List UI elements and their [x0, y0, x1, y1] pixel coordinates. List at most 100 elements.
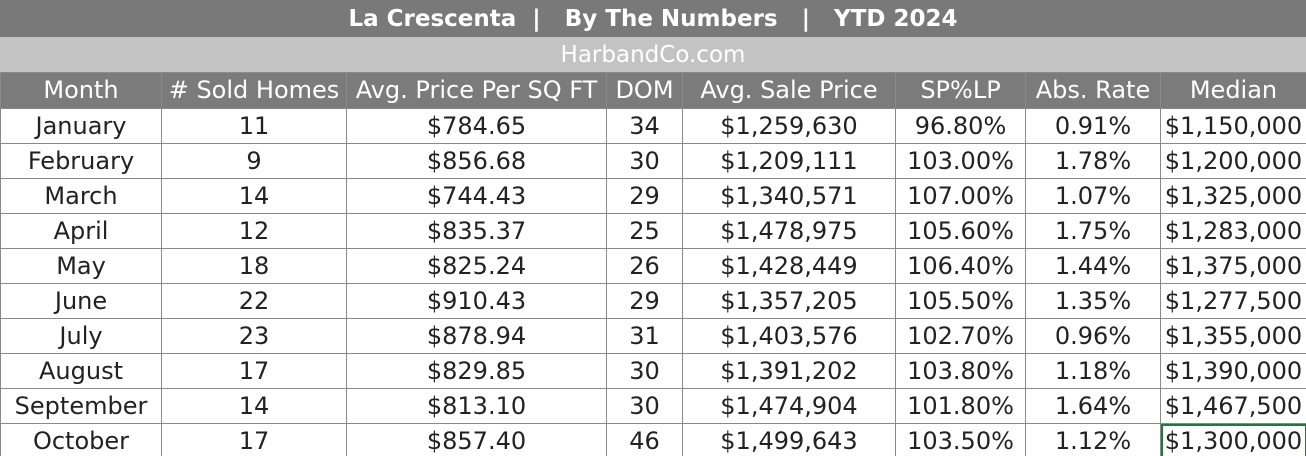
report-subtitle: HarbandCo.com	[0, 37, 1306, 72]
cell-month[interactable]: February	[0, 143, 162, 179]
cell-price-per-sqft[interactable]: $784.65	[346, 108, 607, 144]
cell-month[interactable]: July	[0, 318, 162, 354]
cell-price-per-sqft[interactable]: $910.43	[346, 283, 607, 319]
cell-dom[interactable]: 26	[606, 248, 683, 284]
table-row: August 17 $829.85 30 $1,391,202 103.80% …	[0, 353, 1306, 389]
cell-avg-sale-price[interactable]: $1,499,643	[682, 423, 896, 456]
cell-avg-sale-price[interactable]: $1,209,111	[682, 143, 896, 179]
cell-median-selected[interactable]: $1,300,000	[1160, 423, 1306, 456]
column-header-sp-lp[interactable]: SP%LP	[895, 72, 1026, 109]
cell-dom[interactable]: 30	[606, 388, 683, 424]
report-title: La Crescenta | By The Numbers | YTD 2024	[0, 0, 1306, 37]
cell-sp-lp[interactable]: 106.40%	[895, 248, 1026, 284]
table-row: February 9 $856.68 30 $1,209,111 103.00%…	[0, 143, 1306, 179]
cell-sp-lp[interactable]: 96.80%	[895, 108, 1026, 144]
cell-abs-rate[interactable]: 1.18%	[1025, 353, 1161, 389]
cell-price-per-sqft[interactable]: $813.10	[346, 388, 607, 424]
cell-price-per-sqft[interactable]: $829.85	[346, 353, 607, 389]
table-row: October 17 $857.40 46 $1,499,643 103.50%…	[0, 423, 1306, 456]
cell-sold-homes[interactable]: 11	[161, 108, 347, 144]
cell-median[interactable]: $1,150,000	[1160, 108, 1306, 144]
cell-sp-lp[interactable]: 103.50%	[895, 423, 1026, 456]
cell-sold-homes[interactable]: 17	[161, 423, 347, 456]
column-header-sold-homes[interactable]: # Sold Homes	[161, 72, 347, 109]
cell-abs-rate[interactable]: 1.78%	[1025, 143, 1161, 179]
cell-abs-rate[interactable]: 1.75%	[1025, 213, 1161, 249]
cell-avg-sale-price[interactable]: $1,391,202	[682, 353, 896, 389]
cell-abs-rate[interactable]: 1.35%	[1025, 283, 1161, 319]
cell-month[interactable]: March	[0, 178, 162, 214]
cell-dom[interactable]: 25	[606, 213, 683, 249]
cell-sp-lp[interactable]: 103.00%	[895, 143, 1026, 179]
cell-median[interactable]: $1,375,000	[1160, 248, 1306, 284]
cell-price-per-sqft[interactable]: $835.37	[346, 213, 607, 249]
cell-sold-homes[interactable]: 22	[161, 283, 347, 319]
cell-avg-sale-price[interactable]: $1,259,630	[682, 108, 896, 144]
cell-sold-homes[interactable]: 9	[161, 143, 347, 179]
cell-abs-rate[interactable]: 1.12%	[1025, 423, 1161, 456]
cell-price-per-sqft[interactable]: $878.94	[346, 318, 607, 354]
cell-sold-homes[interactable]: 17	[161, 353, 347, 389]
cell-avg-sale-price[interactable]: $1,340,571	[682, 178, 896, 214]
cell-abs-rate[interactable]: 1.44%	[1025, 248, 1161, 284]
cell-median[interactable]: $1,277,500	[1160, 283, 1306, 319]
cell-sp-lp[interactable]: 103.80%	[895, 353, 1026, 389]
cell-avg-sale-price[interactable]: $1,403,576	[682, 318, 896, 354]
cell-median[interactable]: $1,355,000	[1160, 318, 1306, 354]
cell-sp-lp[interactable]: 101.80%	[895, 388, 1026, 424]
cell-avg-sale-price[interactable]: $1,357,205	[682, 283, 896, 319]
cell-dom[interactable]: 31	[606, 318, 683, 354]
cell-sp-lp[interactable]: 105.50%	[895, 283, 1026, 319]
cell-sold-homes[interactable]: 12	[161, 213, 347, 249]
cell-avg-sale-price[interactable]: $1,478,975	[682, 213, 896, 249]
column-header-dom[interactable]: DOM	[606, 72, 683, 109]
cell-sp-lp[interactable]: 105.60%	[895, 213, 1026, 249]
cell-avg-sale-price[interactable]: $1,474,904	[682, 388, 896, 424]
cell-abs-rate[interactable]: 0.91%	[1025, 108, 1161, 144]
cell-dom[interactable]: 34	[606, 108, 683, 144]
cell-sold-homes[interactable]: 18	[161, 248, 347, 284]
cell-sp-lp[interactable]: 102.70%	[895, 318, 1026, 354]
cell-median[interactable]: $1,390,000	[1160, 353, 1306, 389]
column-header-price-per-sqft[interactable]: Avg. Price Per SQ FT	[346, 72, 607, 109]
cell-sp-lp[interactable]: 107.00%	[895, 178, 1026, 214]
cell-avg-sale-price[interactable]: $1,428,449	[682, 248, 896, 284]
cell-median[interactable]: $1,200,000	[1160, 143, 1306, 179]
cell-sold-homes[interactable]: 23	[161, 318, 347, 354]
cell-month[interactable]: August	[0, 353, 162, 389]
column-header-abs-rate[interactable]: Abs. Rate	[1025, 72, 1161, 109]
table-row: July 23 $878.94 31 $1,403,576 102.70% 0.…	[0, 318, 1306, 354]
cell-month[interactable]: June	[0, 283, 162, 319]
cell-abs-rate[interactable]: 1.64%	[1025, 388, 1161, 424]
table-row: June 22 $910.43 29 $1,357,205 105.50% 1.…	[0, 283, 1306, 319]
cell-month[interactable]: May	[0, 248, 162, 284]
cell-dom[interactable]: 29	[606, 283, 683, 319]
table-row: May 18 $825.24 26 $1,428,449 106.40% 1.4…	[0, 248, 1306, 284]
cell-price-per-sqft[interactable]: $856.68	[346, 143, 607, 179]
cell-month[interactable]: October	[0, 423, 162, 456]
column-header-median[interactable]: Median	[1160, 72, 1306, 109]
cell-sold-homes[interactable]: 14	[161, 388, 347, 424]
cell-month[interactable]: September	[0, 388, 162, 424]
stats-table: Month # Sold Homes Avg. Price Per SQ FT …	[0, 72, 1306, 456]
cell-abs-rate[interactable]: 0.96%	[1025, 318, 1161, 354]
cell-dom[interactable]: 46	[606, 423, 683, 456]
cell-dom[interactable]: 30	[606, 353, 683, 389]
column-header-avg-sale-price[interactable]: Avg. Sale Price	[682, 72, 896, 109]
cell-price-per-sqft[interactable]: $825.24	[346, 248, 607, 284]
table-row: March 14 $744.43 29 $1,340,571 107.00% 1…	[0, 178, 1306, 214]
cell-price-per-sqft[interactable]: $744.43	[346, 178, 607, 214]
table-row: January 11 $784.65 34 $1,259,630 96.80% …	[0, 108, 1306, 144]
cell-dom[interactable]: 30	[606, 143, 683, 179]
cell-median[interactable]: $1,325,000	[1160, 178, 1306, 214]
cell-dom[interactable]: 29	[606, 178, 683, 214]
cell-abs-rate[interactable]: 1.07%	[1025, 178, 1161, 214]
cell-month[interactable]: January	[0, 108, 162, 144]
cell-sold-homes[interactable]: 14	[161, 178, 347, 214]
cell-price-per-sqft[interactable]: $857.40	[346, 423, 607, 456]
cell-median[interactable]: $1,467,500	[1160, 388, 1306, 424]
cell-month[interactable]: April	[0, 213, 162, 249]
column-header-month[interactable]: Month	[0, 72, 162, 109]
cell-median[interactable]: $1,283,000	[1160, 213, 1306, 249]
